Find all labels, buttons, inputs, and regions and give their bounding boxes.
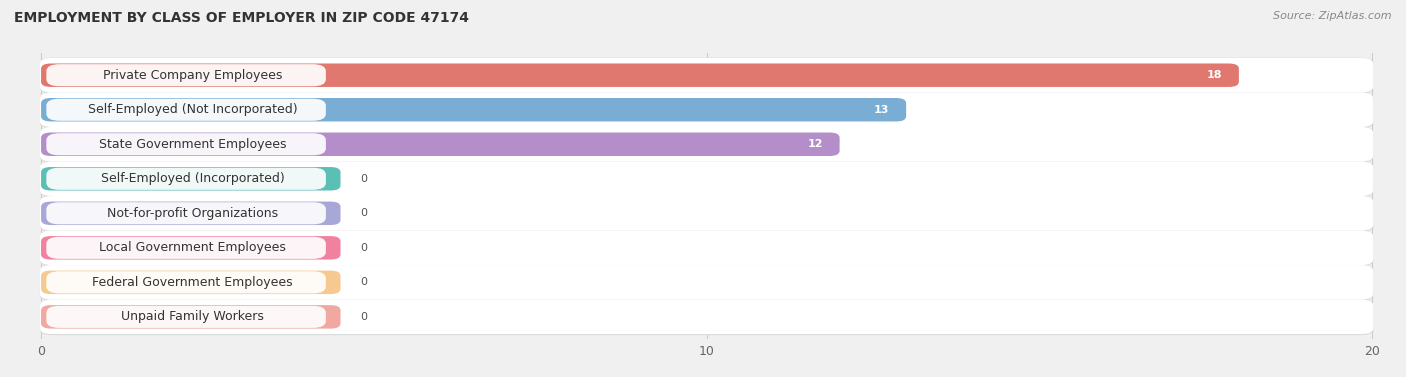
FancyBboxPatch shape (39, 58, 1374, 93)
FancyBboxPatch shape (46, 306, 326, 328)
FancyBboxPatch shape (39, 299, 1374, 335)
Text: Self-Employed (Incorporated): Self-Employed (Incorporated) (101, 172, 284, 185)
Text: 0: 0 (360, 208, 367, 218)
FancyBboxPatch shape (39, 265, 1374, 300)
FancyBboxPatch shape (41, 167, 340, 190)
FancyBboxPatch shape (39, 161, 1374, 197)
FancyBboxPatch shape (46, 133, 326, 155)
FancyBboxPatch shape (46, 237, 326, 259)
Text: 13: 13 (875, 105, 890, 115)
Text: Private Company Employees: Private Company Employees (103, 69, 283, 82)
Text: EMPLOYMENT BY CLASS OF EMPLOYER IN ZIP CODE 47174: EMPLOYMENT BY CLASS OF EMPLOYER IN ZIP C… (14, 11, 470, 25)
Text: 0: 0 (360, 277, 367, 287)
FancyBboxPatch shape (39, 127, 1374, 161)
FancyBboxPatch shape (41, 202, 340, 225)
FancyBboxPatch shape (41, 305, 340, 329)
FancyBboxPatch shape (39, 92, 1374, 127)
FancyBboxPatch shape (39, 196, 1374, 231)
Text: 0: 0 (360, 312, 367, 322)
Text: 0: 0 (360, 243, 367, 253)
FancyBboxPatch shape (39, 127, 1374, 162)
Text: Local Government Employees: Local Government Employees (100, 241, 287, 254)
FancyBboxPatch shape (39, 265, 1374, 300)
FancyBboxPatch shape (39, 92, 1374, 128)
Text: 0: 0 (360, 174, 367, 184)
FancyBboxPatch shape (46, 64, 326, 86)
FancyBboxPatch shape (46, 168, 326, 190)
Text: State Government Employees: State Government Employees (98, 138, 287, 151)
Text: Not-for-profit Organizations: Not-for-profit Organizations (107, 207, 278, 220)
Text: Source: ZipAtlas.com: Source: ZipAtlas.com (1274, 11, 1392, 21)
Text: 18: 18 (1206, 70, 1222, 80)
FancyBboxPatch shape (46, 99, 326, 121)
FancyBboxPatch shape (39, 58, 1374, 92)
Text: Federal Government Employees: Federal Government Employees (93, 276, 292, 289)
FancyBboxPatch shape (39, 161, 1374, 196)
FancyBboxPatch shape (41, 271, 340, 294)
FancyBboxPatch shape (39, 300, 1374, 334)
FancyBboxPatch shape (39, 231, 1374, 265)
FancyBboxPatch shape (46, 202, 326, 224)
Text: Unpaid Family Workers: Unpaid Family Workers (121, 310, 264, 323)
FancyBboxPatch shape (41, 63, 1239, 87)
FancyBboxPatch shape (41, 236, 340, 259)
FancyBboxPatch shape (39, 230, 1374, 266)
FancyBboxPatch shape (46, 271, 326, 293)
FancyBboxPatch shape (41, 98, 905, 121)
FancyBboxPatch shape (41, 133, 839, 156)
FancyBboxPatch shape (39, 196, 1374, 231)
Text: Self-Employed (Not Incorporated): Self-Employed (Not Incorporated) (89, 103, 298, 116)
Text: 12: 12 (807, 139, 823, 149)
